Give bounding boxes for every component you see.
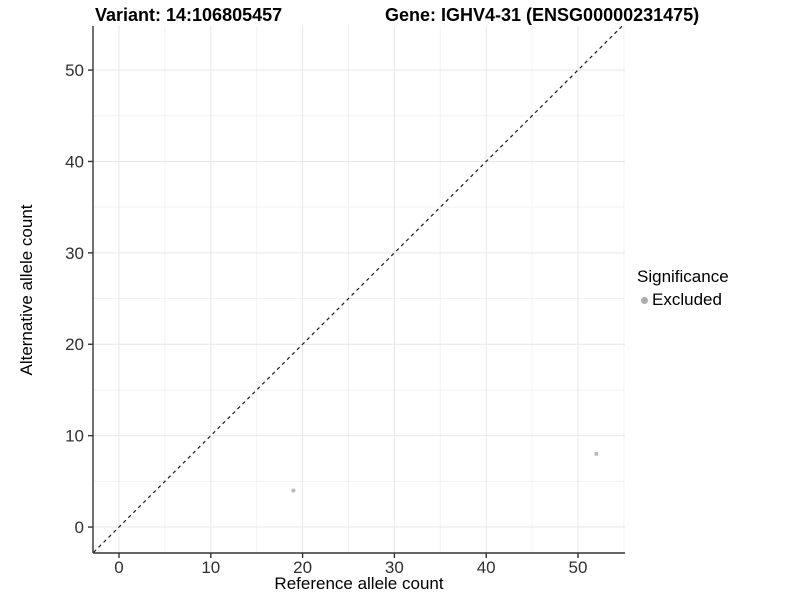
variant-title: Variant: 14:106805457 bbox=[95, 5, 283, 25]
data-point bbox=[594, 451, 599, 456]
x-tick-label: 10 bbox=[201, 558, 220, 577]
x-tick-label: 30 bbox=[385, 558, 404, 577]
x-tick-label: 40 bbox=[477, 558, 496, 577]
y-tick-label: 10 bbox=[65, 427, 84, 446]
legend-title: Significance bbox=[637, 267, 729, 286]
legend-item-label: Excluded bbox=[652, 290, 722, 309]
x-tick-label: 50 bbox=[569, 558, 588, 577]
x-axis-title: Reference allele count bbox=[274, 574, 444, 593]
legend-point-icon bbox=[641, 296, 648, 304]
y-tick-label: 0 bbox=[75, 518, 84, 537]
x-tick-label: 0 bbox=[114, 558, 123, 577]
legend-item-excluded: Excluded bbox=[637, 290, 729, 310]
gene-title: Gene: IGHV4-31 (ENSG00000231475) bbox=[385, 5, 700, 25]
x-tick-label: 20 bbox=[293, 558, 312, 577]
y-tick-label: 30 bbox=[65, 244, 84, 263]
y-axis-title: Alternative allele count bbox=[17, 204, 36, 376]
y-tick-label: 50 bbox=[65, 61, 84, 80]
y-tick-label: 40 bbox=[65, 152, 84, 171]
data-point bbox=[291, 488, 296, 493]
identity-line bbox=[93, 26, 624, 553]
legend: Significance Excluded bbox=[637, 267, 729, 310]
y-tick-label: 20 bbox=[65, 335, 84, 354]
